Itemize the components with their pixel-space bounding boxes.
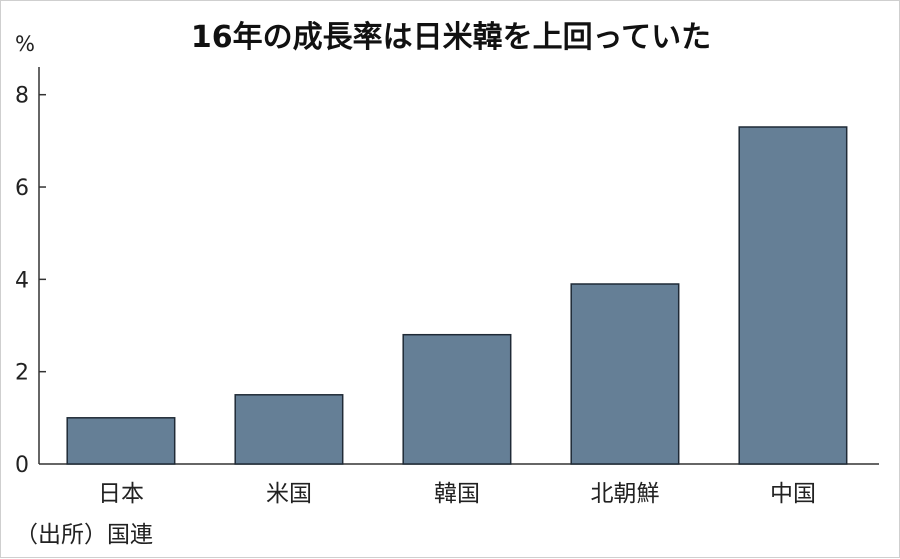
x-tick-label-3: 北朝鮮 (591, 481, 660, 507)
x-tick-label-0: 日本 (98, 481, 144, 507)
y-tick-label-2: 2 (15, 361, 29, 386)
x-tick-label-1: 米国 (266, 481, 312, 507)
source-note: （出所）国連 (15, 522, 153, 548)
x-tick-label-4: 中国 (770, 481, 816, 507)
y-tick-label-6: 6 (15, 176, 29, 201)
chart-title: 16年の成長率は日米韓を上回っていた (191, 20, 711, 55)
bar-2 (402, 333, 512, 465)
bar-4 (738, 126, 848, 465)
y-axis-unit-label: % (15, 32, 35, 56)
bar-0 (66, 417, 176, 465)
bar-1 (234, 394, 344, 465)
y-tick-label-4: 4 (15, 268, 29, 293)
bar-3 (570, 283, 680, 465)
x-tick-label-2: 韓国 (434, 481, 480, 507)
y-tick-label-0: 0 (15, 453, 29, 478)
y-tick-label-8: 8 (15, 84, 29, 109)
bars (66, 126, 848, 465)
y-axis-ticks: 0 2 4 6 8 (15, 84, 46, 478)
x-axis-labels: 日本 米国 韓国 北朝鮮 中国 (98, 481, 816, 507)
